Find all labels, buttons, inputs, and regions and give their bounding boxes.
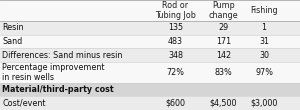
- Text: Differences: Sand minus resin: Differences: Sand minus resin: [2, 50, 123, 60]
- Text: 29: 29: [218, 23, 229, 32]
- Text: Percentage improvement
in resin wells: Percentage improvement in resin wells: [2, 63, 105, 82]
- Text: 1: 1: [262, 23, 266, 32]
- FancyBboxPatch shape: [0, 0, 300, 21]
- Text: 483: 483: [168, 37, 183, 46]
- Text: 171: 171: [216, 37, 231, 46]
- Text: 31: 31: [259, 37, 269, 46]
- Text: 142: 142: [216, 50, 231, 60]
- Text: Sand: Sand: [2, 37, 23, 46]
- Text: 72%: 72%: [167, 68, 184, 77]
- Text: Rod or
Tubing Job: Rod or Tubing Job: [155, 1, 196, 20]
- Text: $3,000: $3,000: [250, 99, 278, 108]
- FancyBboxPatch shape: [0, 21, 300, 35]
- FancyBboxPatch shape: [0, 35, 300, 48]
- Text: Pump
change: Pump change: [209, 1, 238, 20]
- Text: 97%: 97%: [255, 68, 273, 77]
- Text: Resin: Resin: [2, 23, 24, 32]
- Text: Material/third-party cost: Material/third-party cost: [2, 85, 114, 94]
- Text: 348: 348: [168, 50, 183, 60]
- FancyBboxPatch shape: [0, 62, 300, 83]
- Text: Cost/event: Cost/event: [2, 99, 46, 108]
- Text: 30: 30: [259, 50, 269, 60]
- FancyBboxPatch shape: [0, 96, 300, 110]
- Text: Fishing: Fishing: [250, 6, 278, 15]
- Text: 83%: 83%: [214, 68, 232, 77]
- Text: $4,500: $4,500: [210, 99, 237, 108]
- Text: 135: 135: [168, 23, 183, 32]
- Text: $600: $600: [166, 99, 185, 108]
- FancyBboxPatch shape: [0, 83, 300, 96]
- FancyBboxPatch shape: [0, 48, 300, 62]
